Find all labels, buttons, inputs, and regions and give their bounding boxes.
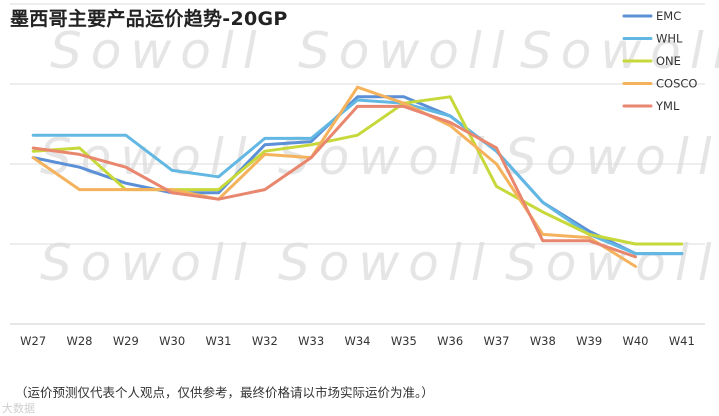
x-tick-label: W34 [344,334,370,348]
watermark-text: Sowoll [298,22,514,80]
chart-title: 墨西哥主要产品运价趋势-20GP [10,8,288,30]
legend-label: YML [655,99,680,113]
x-tick-label: W35 [391,334,417,348]
grid [10,3,705,325]
x-tick-label: W32 [252,334,278,348]
series-line-yml [31,104,637,259]
legend-label: WHL [656,32,683,46]
disclaimer-footnote: （运价预测仅代表个人观点，仅供参考，最终价格请以市场实际运价为准。） [15,385,434,400]
x-tick-label: W29 [113,334,139,348]
series-line-emc [31,95,684,256]
legend-label: COSCO [656,77,697,91]
watermark-text: Sowoll [520,22,719,80]
legend-item-cosco: COSCO [622,77,697,91]
watermark-text: Sowoll [278,234,494,292]
series-line-whl [31,98,684,256]
series-lines [31,85,684,268]
x-tick-label: W39 [576,334,602,348]
legend-item-whl: WHL [622,32,683,46]
footer-logo: 大数据 [2,402,35,415]
legend-item-one: ONE [622,54,681,68]
watermark-text: Sowoll [505,128,719,186]
legend-label: EMC [656,9,681,23]
x-tick-label: W27 [20,334,46,348]
watermark-text: Sowoll [40,234,256,292]
x-axis-ticks: W27 W28 W29 W30 W31 W32 W33 W34 W35 W36 W37 W38 W39 W… [20,334,695,348]
x-tick-label: W28 [66,334,92,348]
legend: EMC WHL ONE COSCO YML [622,9,697,113]
x-tick-label: W30 [159,334,185,348]
x-tick-label: W36 [437,334,463,348]
legend-item-emc: EMC [622,9,681,23]
x-tick-label: W31 [205,334,231,348]
x-tick-label: W38 [530,334,556,348]
x-tick-label: W41 [669,334,695,348]
x-tick-label: W37 [483,334,509,348]
x-tick-label: W40 [622,334,648,348]
watermark-text: Sowoll [50,22,266,80]
x-tick-label: W33 [298,334,324,348]
legend-label: ONE [656,54,681,68]
legend-item-yml: YML [622,99,680,113]
